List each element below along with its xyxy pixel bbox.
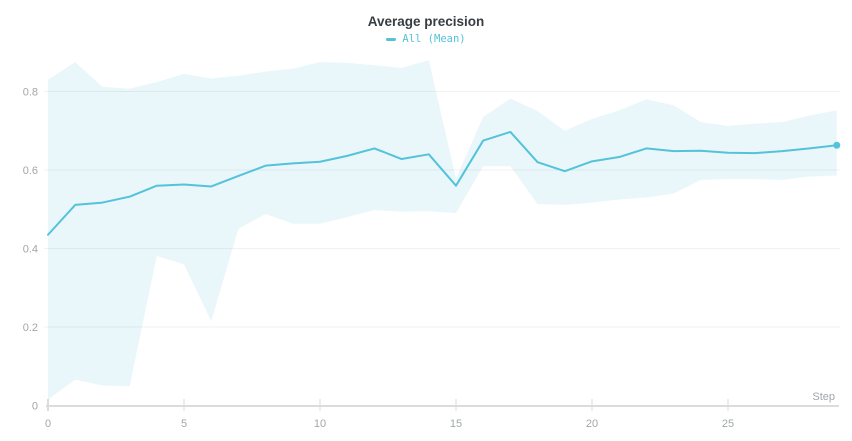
mean-line[interactable] — [47, 130, 838, 236]
endpoint-marker[interactable] — [833, 141, 841, 149]
legend-line-swatch — [386, 38, 397, 41]
x-tick-label: 15 — [450, 418, 462, 430]
x-axis-title: Step — [812, 391, 835, 403]
x-tick-label: 20 — [586, 418, 598, 430]
legend-series-label: All (Mean) — [402, 33, 466, 45]
y-tick-label: 0.4 — [23, 244, 38, 256]
y-tick-label: 0 — [32, 401, 38, 413]
x-tick-label: 25 — [722, 418, 734, 430]
min-max-band — [48, 60, 837, 400]
legend[interactable]: All (Mean) — [0, 33, 852, 46]
y-tick-label: 0.8 — [23, 87, 38, 99]
x-tick-label: 5 — [181, 418, 187, 430]
x-tick-label: 0 — [45, 418, 51, 430]
y-tick-label: 0.6 — [23, 165, 38, 177]
x-tick-label: 10 — [314, 418, 326, 430]
y-tick-label: 0.2 — [23, 322, 38, 334]
